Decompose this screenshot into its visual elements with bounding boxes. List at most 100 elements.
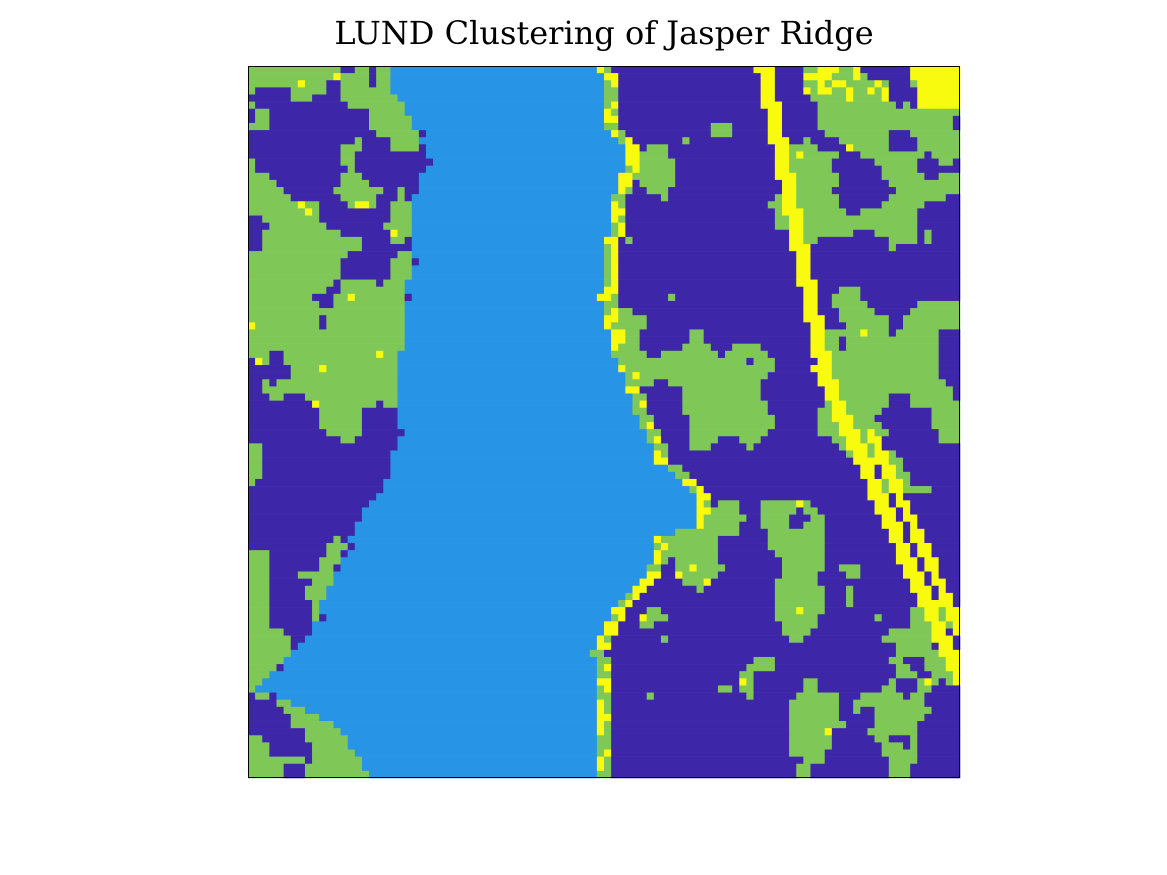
cluster-cell-3 [746, 664, 776, 672]
cluster-cell-4 [611, 258, 619, 266]
cluster-cell-1 [945, 379, 961, 387]
cluster-cell-1 [924, 692, 961, 700]
cluster-cell-4 [596, 635, 605, 644]
cluster-cell-1 [340, 535, 348, 544]
cluster-cell-2 [369, 770, 598, 779]
cluster-cell-3 [838, 379, 947, 387]
cluster-cell-4 [874, 507, 897, 515]
cluster-cell-1 [248, 429, 327, 437]
cluster-cell-1 [269, 600, 313, 608]
cluster-cell-4 [945, 656, 961, 665]
cluster-cell-1 [910, 471, 961, 480]
cluster-cell-3 [689, 422, 776, 430]
cluster-cell-2 [397, 393, 633, 401]
plot-frame [248, 66, 960, 778]
cluster-cell-1 [739, 507, 761, 515]
cluster-cell-1 [668, 443, 690, 451]
cluster-cell-1 [881, 422, 932, 430]
cluster-cell-1 [952, 635, 961, 644]
cluster-cell-1 [917, 721, 961, 729]
cluster-cell-4 [596, 721, 605, 729]
cluster-cell-3 [739, 436, 761, 444]
cluster-cell-3 [703, 514, 747, 522]
cluster-cell-3 [304, 585, 327, 594]
cluster-cell-1 [931, 543, 961, 551]
cluster-cell-4 [952, 621, 961, 629]
cluster-cell-4 [596, 756, 605, 765]
cluster-cell-3 [319, 557, 341, 565]
cluster-cell-3 [397, 187, 405, 195]
cluster-cell-4 [604, 749, 612, 757]
cluster-cell-3 [333, 293, 348, 302]
cluster-cell-3 [248, 450, 263, 458]
cluster-cell-4 [333, 73, 341, 81]
cluster-cell-3 [789, 151, 797, 159]
cluster-cell-4 [931, 628, 947, 636]
cluster-cell-3 [319, 400, 377, 409]
cluster-cell-1 [269, 172, 341, 181]
cluster-cell-4 [917, 600, 954, 608]
cluster-cell-3 [596, 656, 612, 665]
cluster-cell-1 [782, 130, 826, 138]
cluster-cell-3 [860, 692, 904, 700]
cluster-cell-3 [604, 308, 612, 316]
cluster-cell-1 [938, 365, 961, 373]
cluster-cell-1 [361, 137, 391, 145]
cluster-cell-3 [774, 208, 783, 216]
cluster-cell-2 [397, 365, 619, 373]
cluster-cell-1 [326, 286, 341, 295]
cluster-cell-3 [689, 443, 712, 451]
cluster-cell-3 [347, 201, 356, 209]
cluster-cell-3 [831, 365, 939, 373]
cluster-cell-1 [910, 478, 961, 487]
cluster-cell-3 [917, 678, 925, 686]
cluster-cell-1 [625, 130, 712, 138]
cluster-cell-1 [782, 115, 818, 124]
cluster-cell-3 [340, 73, 370, 81]
cluster-cell-4 [938, 649, 961, 658]
cluster-cell-2 [354, 749, 598, 757]
cluster-cell-1 [860, 66, 911, 74]
cluster-cell-2 [411, 265, 605, 273]
cluster-cell-3 [831, 300, 868, 309]
cluster-cell-4 [696, 514, 704, 522]
cluster-cell-1 [796, 507, 804, 515]
cluster-cell-4 [846, 94, 854, 102]
cluster-cell-4 [653, 457, 669, 466]
cluster-cell-3 [938, 158, 954, 166]
cluster-cell-3 [782, 564, 826, 572]
cluster-cell-3 [796, 187, 833, 195]
cluster-cell-1 [931, 706, 961, 715]
cluster-cell-3 [774, 614, 818, 622]
cluster-cell-3 [326, 429, 363, 437]
cluster-cell-3 [248, 621, 270, 629]
cluster-cell-2 [411, 194, 612, 202]
cluster-cell-1 [739, 521, 761, 530]
cluster-cell-1 [639, 592, 776, 601]
cluster-cell-1 [632, 187, 648, 195]
cluster-cell-3 [682, 386, 761, 394]
cluster-cell-3 [846, 336, 939, 344]
cluster-cell-4 [618, 614, 626, 622]
cluster-cell-1 [340, 265, 391, 273]
cluster-cell-4 [682, 478, 697, 487]
cluster-cell-3 [881, 635, 932, 644]
cluster-cell-1 [269, 578, 313, 587]
cluster-cell-1 [611, 656, 754, 665]
cluster-cell-4 [604, 628, 619, 636]
cluster-cell-1 [874, 471, 882, 480]
cluster-cell-1 [810, 500, 875, 508]
cluster-cell-1 [810, 258, 961, 266]
cluster-cell-2 [290, 649, 591, 658]
cluster-cell-4 [782, 187, 797, 195]
cluster-cell-4 [853, 73, 861, 81]
cluster-cell-3 [248, 756, 306, 765]
cluster-cell-3 [304, 201, 320, 209]
cluster-cell-3 [903, 322, 961, 330]
cluster-cell-1 [354, 436, 398, 444]
cluster-cell-3 [881, 749, 918, 757]
cluster-cell-3 [383, 279, 405, 288]
cluster-cell-1 [625, 614, 640, 622]
cluster-cell-4 [903, 514, 918, 522]
cluster-cell-3 [604, 94, 619, 102]
